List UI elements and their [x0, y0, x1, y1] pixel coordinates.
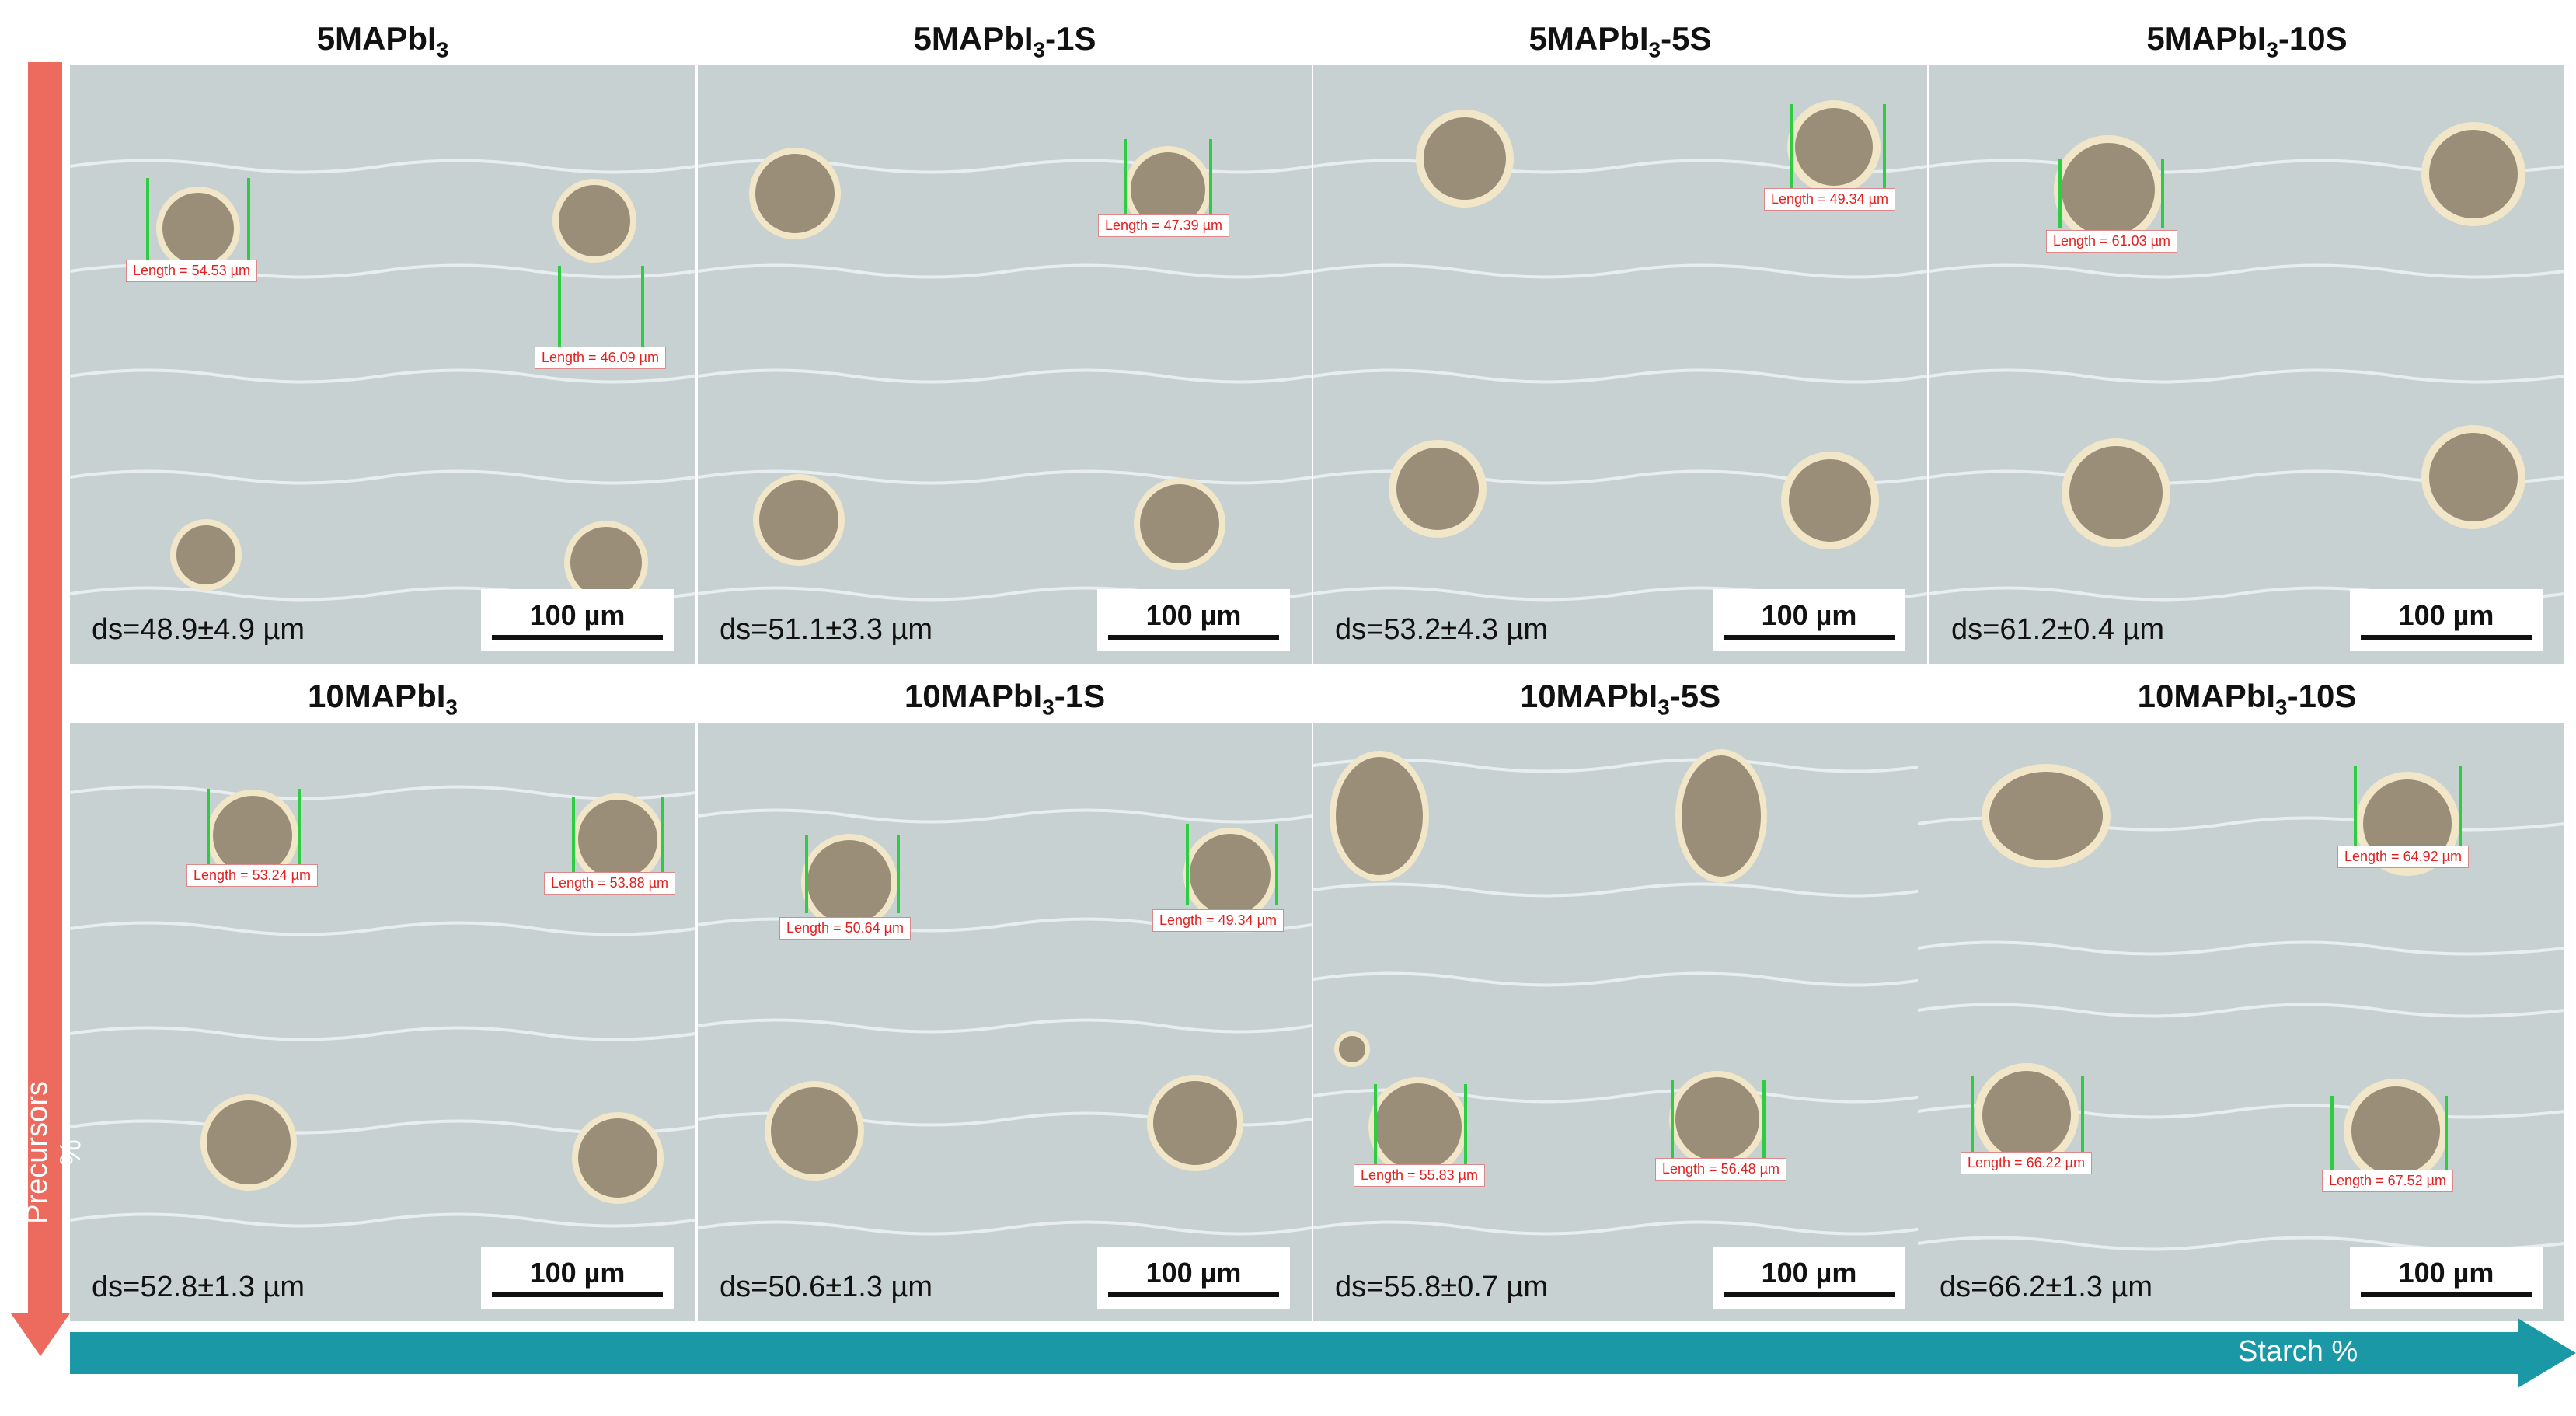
precursors-axis-label: Precursors %	[21, 1081, 87, 1224]
micrograph-panel: Length = 50.64 µm Length = 49.34 µm ds=5…	[698, 723, 1312, 1321]
diameter-stat: ds=55.8±0.7 µm	[1335, 1271, 1549, 1303]
measurement-label: Length = 53.24 µm	[186, 864, 318, 887]
panel-title: 10MAPbI3-10S	[2137, 678, 2357, 720]
diameter-stat: ds=52.8±1.3 µm	[92, 1271, 305, 1303]
measurement-label: Length = 64.92 µm	[2337, 846, 2469, 868]
measurement-label: Length = 61.03 µm	[2046, 230, 2177, 253]
measurement-label: Length = 55.83 µm	[1354, 1164, 1485, 1187]
micrograph-panel: Length = 54.53 µm Length = 46.09 µm ds=4…	[70, 65, 695, 664]
diameter-stat: ds=50.6±1.3 µm	[720, 1271, 933, 1303]
starch-arrow	[70, 1318, 2576, 1388]
starch-axis-label: Starch %	[2238, 1335, 2358, 1368]
micrograph-image	[698, 808, 1312, 1236]
micrograph-image	[1918, 764, 2564, 1251]
micrograph-image	[1929, 122, 2564, 602]
micrograph-panel: Length = 49.34 µm ds=53.2±4.3 µm 100 µm	[1313, 65, 1927, 664]
micrograph-image	[70, 785, 695, 1228]
micrograph-image	[1313, 100, 1927, 602]
scale-bar: 100 µm	[481, 1247, 674, 1309]
measurement-label: Length = 56.48 µm	[1655, 1158, 1786, 1181]
diameter-stat: ds=48.9±4.9 µm	[92, 613, 305, 646]
micrograph-panel: Length = 55.83 µm Length = 56.48 µm ds=5…	[1313, 723, 1927, 1321]
panel-title: 10MAPbI3-1S	[904, 678, 1106, 720]
diameter-stat: ds=51.1±3.3 µm	[720, 613, 933, 646]
scale-bar: 100 µm	[1713, 589, 1905, 651]
measurement-label: Length = 49.34 µm	[1152, 909, 1284, 932]
panel-title: 5MAPbI3	[316, 20, 449, 62]
micrograph-image	[1313, 749, 1927, 1236]
panel-title: 5MAPbI3-1S	[913, 20, 1096, 62]
panel-title: 10MAPbI3	[308, 678, 458, 720]
measurement-label: Length = 49.34 µm	[1764, 188, 1895, 211]
scale-bar: 100 µm	[1097, 589, 1290, 651]
measurement-label: Length = 66.22 µm	[1961, 1152, 2092, 1174]
scale-bar: 100 µm	[1097, 1247, 1290, 1309]
scale-bar: 100 µm	[1713, 1247, 1905, 1309]
panel-title: 10MAPbI3-5S	[1519, 678, 1721, 720]
measurement-label: Length = 53.88 µm	[544, 872, 675, 895]
micrograph-panel: Length = 47.39 µm ds=51.1±3.3 µm 100 µm	[698, 65, 1312, 664]
panel-title: 5MAPbI3-5S	[1529, 20, 1712, 62]
diameter-stat: ds=61.2±0.4 µm	[1951, 613, 2165, 646]
micrograph-panel: Length = 61.03 µm ds=61.2±0.4 µm 100 µm	[1929, 65, 2564, 664]
micrograph-panel: Length = 64.92 µm Length = 66.22 µm Leng…	[1918, 723, 2564, 1321]
diameter-stat: ds=66.2±1.3 µm	[1940, 1271, 2153, 1303]
scale-bar: 100 µm	[481, 589, 674, 651]
measurement-label: Length = 50.64 µm	[779, 917, 911, 940]
measurement-label: Length = 54.53 µm	[126, 260, 257, 282]
measurement-label: Length = 46.09 µm	[535, 347, 666, 369]
panel-title: 5MAPbI3-10S	[2146, 20, 2348, 62]
scale-bar: 100 µm	[2350, 1247, 2543, 1309]
measurement-label: Length = 67.52 µm	[2322, 1170, 2453, 1192]
micrograph-image	[70, 159, 695, 605]
scale-bar: 100 µm	[2350, 589, 2543, 651]
measurement-label: Length = 47.39 µm	[1098, 214, 1229, 237]
diameter-stat: ds=53.2±4.3 µm	[1335, 613, 1549, 646]
precursors-arrow	[11, 62, 70, 1356]
micrograph-panel: Length = 53.24 µm Length = 53.88 µm ds=5…	[70, 723, 695, 1321]
micrograph-image	[698, 139, 1312, 602]
